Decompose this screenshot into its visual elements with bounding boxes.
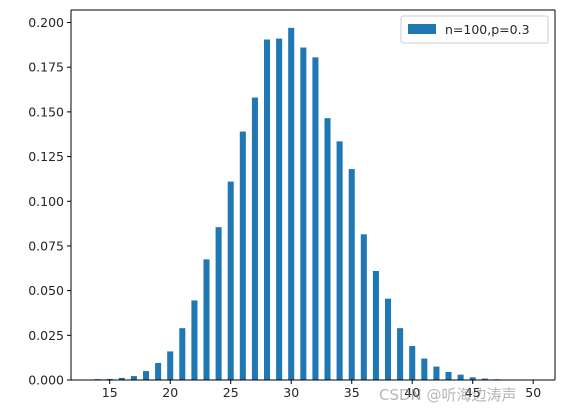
bar — [385, 298, 392, 380]
x-tick-label: 20 — [162, 385, 178, 400]
bar — [457, 374, 464, 380]
legend: n=100,p=0.3 — [400, 15, 549, 44]
legend-label: n=100,p=0.3 — [445, 22, 530, 37]
y-tick-label: 0.200 — [28, 15, 64, 30]
x-tick-label: 15 — [102, 385, 118, 400]
y-tick-label: 0.150 — [28, 104, 64, 119]
x-tick-label: 30 — [283, 385, 299, 400]
bar — [167, 351, 174, 380]
x-tick-label: 50 — [525, 385, 541, 400]
bar — [469, 377, 476, 380]
bar — [155, 363, 162, 380]
bar — [203, 259, 210, 380]
bar — [348, 169, 355, 380]
x-ticks: 15 20 25 30 35 40 45 50 — [102, 380, 541, 400]
y-tick-label: 0.000 — [28, 373, 64, 388]
x-tick-label: 25 — [223, 385, 239, 400]
y-tick-label: 0.100 — [28, 194, 64, 209]
bar — [106, 378, 113, 380]
bar — [276, 38, 283, 380]
bar — [179, 328, 186, 380]
axes — [70, 9, 556, 381]
y-tick-label: 0.075 — [28, 238, 64, 253]
bar — [372, 270, 379, 380]
y-tick-label: 0.175 — [28, 60, 64, 75]
x-tick-label: 35 — [344, 385, 360, 400]
bar — [445, 371, 452, 380]
x-tick-label: 40 — [404, 385, 420, 400]
bar — [312, 57, 319, 381]
bar — [142, 371, 150, 380]
bar — [336, 141, 343, 380]
watermark: CSDN @听海边涛声 — [379, 386, 517, 404]
bar — [481, 378, 488, 380]
bars — [94, 27, 537, 381]
bar — [288, 27, 295, 381]
bar — [118, 377, 125, 380]
bar — [191, 300, 198, 380]
bar — [215, 227, 222, 380]
bar — [251, 97, 258, 380]
bar — [300, 47, 307, 380]
bar — [239, 131, 246, 380]
bar — [264, 39, 271, 381]
y-tick-label: 0.125 — [28, 149, 64, 164]
bar — [227, 181, 234, 380]
x-tick-label: 45 — [465, 385, 481, 400]
legend-swatch — [408, 24, 436, 34]
legend-frame — [400, 15, 549, 44]
bar — [324, 118, 331, 380]
bar — [397, 328, 404, 380]
y-ticks: 0.000 0.025 0.050 0.075 0.100 0.125 0.150 0.175… — [28, 15, 71, 388]
y-tick-label: 0.025 — [28, 328, 64, 343]
bar — [409, 346, 416, 380]
y-tick-label: 0.050 — [28, 283, 64, 298]
bar — [130, 376, 137, 380]
bar — [433, 366, 440, 380]
bar — [421, 358, 428, 380]
bar — [360, 234, 367, 380]
